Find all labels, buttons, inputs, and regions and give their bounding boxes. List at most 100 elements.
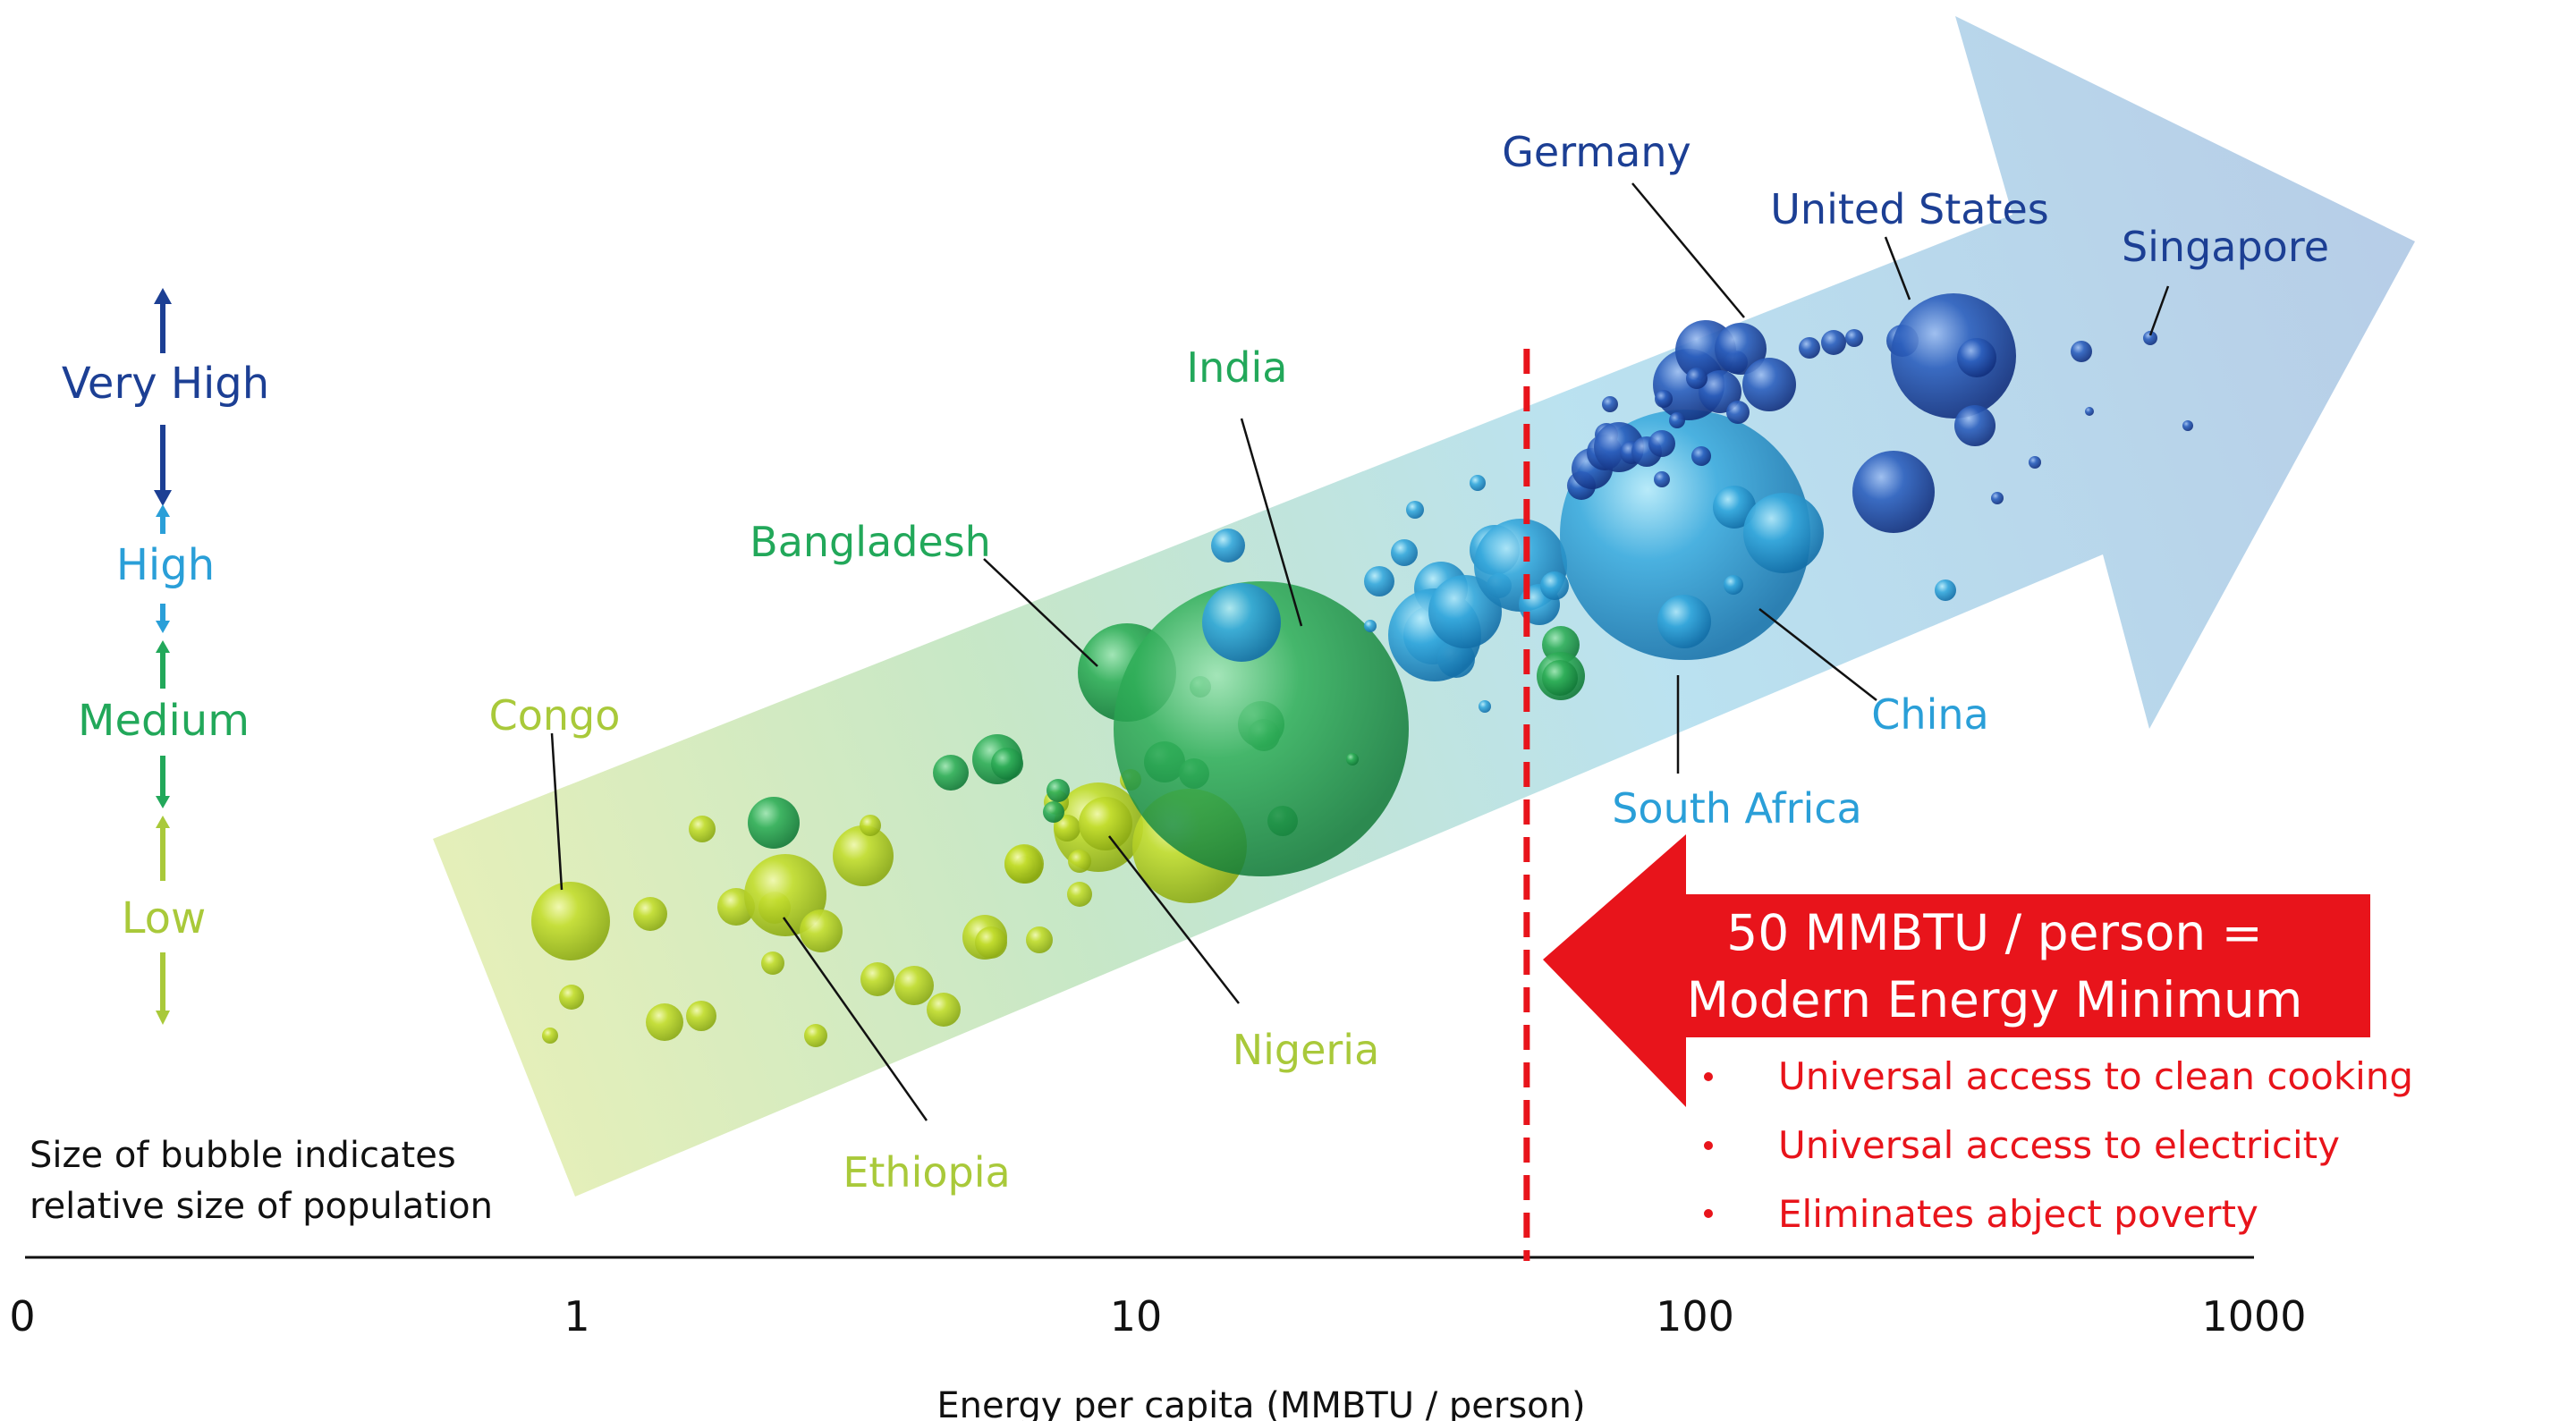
country-bubble <box>1560 410 1810 660</box>
size-note-line2: relative size of population <box>30 1186 493 1227</box>
country-bubble <box>1542 660 1578 696</box>
country-bubble <box>1004 845 1042 883</box>
country-bubble <box>1648 430 1675 457</box>
country-label-germany: Germany <box>1502 128 1690 176</box>
country-bubble <box>1067 882 1092 907</box>
country-bubble <box>1991 492 2004 504</box>
country-label-india: India <box>1187 343 1288 392</box>
bullet-dot <box>1704 1141 1713 1150</box>
country-label-congo: Congo <box>489 691 621 740</box>
country-label-south-africa: South Africa <box>1612 784 1862 833</box>
x-tick-label: 1000 <box>2201 1292 2306 1341</box>
x-tick-label: 100 <box>1656 1292 1734 1341</box>
country-bubble <box>1957 338 1996 377</box>
bubble-layer <box>531 293 2193 1047</box>
country-bubble <box>1742 358 1796 411</box>
country-bubble <box>804 1024 827 1047</box>
x-tick-label: 10 <box>1110 1292 1163 1341</box>
level-label-very-high: Very High <box>62 359 269 409</box>
country-bubble <box>1054 815 1080 842</box>
country-bubble <box>2182 420 2193 431</box>
leader-bangladesh <box>983 558 1098 667</box>
country-bubble <box>2071 341 2092 362</box>
country-bubble <box>1406 501 1424 519</box>
country-label-nigeria: Nigeria <box>1233 1026 1380 1074</box>
country-bubble <box>1079 797 1132 850</box>
threshold-bullet-cooking: Universal access to clean cooking <box>1778 1054 2413 1098</box>
size-note-line1: Size of bubble indicates <box>30 1135 456 1176</box>
country-bubble <box>2143 331 2157 345</box>
country-bubble <box>1202 583 1281 662</box>
country-bubble <box>1046 779 1070 802</box>
country-bubble <box>1686 368 1707 389</box>
country-label-china: China <box>1871 690 1988 739</box>
country-bubble <box>1364 566 1394 596</box>
x-axis-title: Energy per capita (MMBTU / person) <box>936 1385 1585 1421</box>
country-bubble <box>646 1003 683 1041</box>
threshold-callout-arrow <box>1543 834 2370 1107</box>
level-legend <box>154 288 172 1025</box>
country-bubble <box>633 897 667 931</box>
country-bubble <box>1654 471 1670 487</box>
country-bubble <box>1852 451 1935 533</box>
country-bubble <box>1669 412 1685 428</box>
country-bubble <box>1715 323 1767 375</box>
country-bubble <box>1114 581 1409 876</box>
country-bubble <box>744 854 826 936</box>
threshold-bullet-poverty: Eliminates abject poverty <box>1778 1192 2258 1236</box>
country-label-ethiopia: Ethiopia <box>843 1148 1010 1197</box>
country-bubble <box>933 755 969 791</box>
country-bubble <box>1470 475 1486 491</box>
country-bubble <box>860 815 881 836</box>
threshold-headline-line1: 50 MMBTU / person = <box>1726 904 2263 961</box>
country-bubble <box>531 882 610 960</box>
leader-nigeria <box>1108 835 1240 1004</box>
country-bubble <box>1657 595 1711 648</box>
country-bubble <box>1699 370 1741 413</box>
country-bubble <box>686 1001 716 1031</box>
country-bubble <box>1364 620 1377 632</box>
country-bubble <box>1743 493 1824 573</box>
country-bubble <box>927 993 961 1027</box>
leader-ethiopia <box>782 917 928 1121</box>
country-bubble <box>1540 571 1569 600</box>
country-bubble <box>1026 926 1053 953</box>
country-bubble <box>975 926 1007 959</box>
x-tick-label: 1 <box>564 1292 589 1341</box>
country-bubble <box>1726 401 1750 424</box>
bullet-dot <box>1704 1209 1713 1218</box>
leader-singapore <box>2148 285 2170 336</box>
country-bubble <box>559 985 584 1010</box>
country-bubble <box>542 1028 558 1044</box>
leader-congo <box>550 732 564 891</box>
leader-china <box>1758 608 1877 701</box>
leader-lines <box>550 182 2170 1121</box>
country-bubble <box>2029 456 2041 469</box>
leader-india <box>1240 418 1303 627</box>
leader-united-states <box>1884 236 1911 300</box>
country-bubble <box>761 952 784 975</box>
level-label-high: High <box>116 540 215 590</box>
country-bubble <box>1954 405 1996 446</box>
country-bubble <box>833 825 894 886</box>
country-bubble <box>991 748 1023 780</box>
country-bubble <box>1799 337 1820 359</box>
country-bubble <box>1691 446 1711 466</box>
country-bubble <box>1935 579 1956 601</box>
x-tick-label: 0 <box>9 1292 35 1341</box>
country-bubble <box>1602 396 1618 412</box>
leader-germany <box>1631 182 1745 318</box>
threshold-bullet-electricity: Universal access to electricity <box>1778 1123 2340 1167</box>
country-bubble <box>748 797 800 849</box>
country-bubble <box>894 966 934 1005</box>
country-bubble <box>1821 330 1846 355</box>
country-label-bangladesh: Bangladesh <box>750 518 991 566</box>
country-bubble <box>2085 407 2094 416</box>
country-bubble <box>800 909 843 952</box>
country-bubble <box>1724 575 1743 595</box>
country-bubble <box>689 816 716 842</box>
country-bubble <box>1391 539 1418 566</box>
country-label-singapore: Singapore <box>2122 223 2329 271</box>
country-bubble <box>1479 700 1491 713</box>
